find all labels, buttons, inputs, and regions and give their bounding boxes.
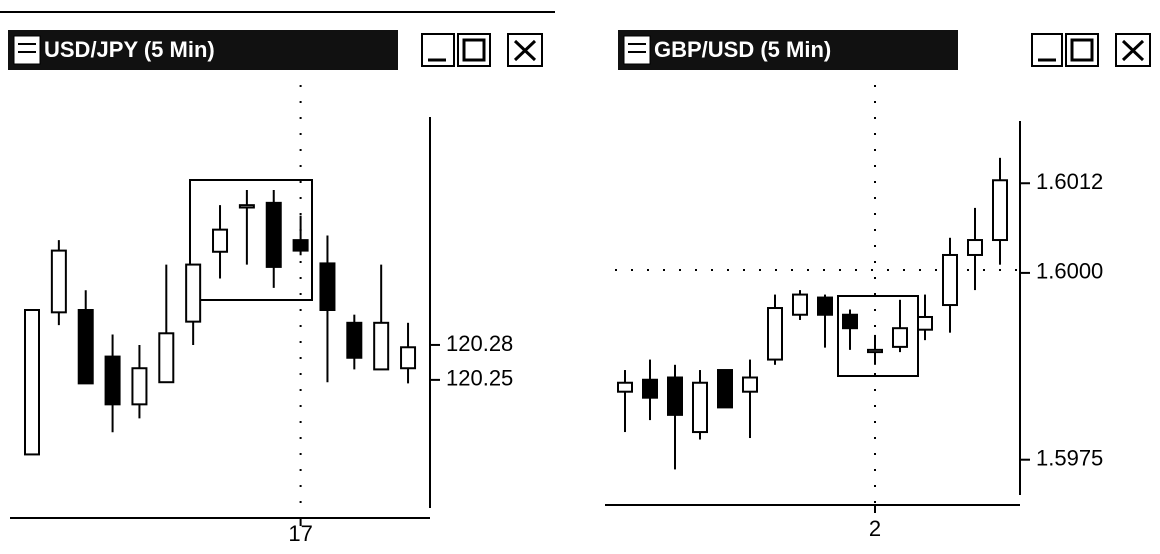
highlight-box (189, 179, 313, 301)
window-title: GBP/USD (5 Min) (654, 37, 831, 62)
y-tick-label: 1.6012 (1036, 169, 1103, 194)
x-tick-label: 17 (288, 521, 312, 546)
candle-body (842, 313, 858, 330)
candle-body (742, 376, 758, 393)
x-tick-label: 2 (869, 516, 881, 541)
candle-body (792, 293, 808, 316)
candle-body (319, 262, 336, 312)
close-button[interactable] (1115, 33, 1151, 67)
y-tick-label: 120.28 (446, 331, 513, 356)
candle-body (692, 381, 708, 434)
candle-body (717, 369, 733, 409)
candle-body (50, 249, 67, 314)
y-tick-label: 120.25 (446, 366, 513, 391)
window-icon (623, 35, 651, 65)
candle-body (667, 376, 683, 416)
candle-body (767, 307, 783, 361)
candle-body (373, 321, 390, 371)
y-tick-label: 1.6000 (1036, 259, 1103, 284)
candle-body (817, 296, 833, 316)
y-tick-label: 1.5975 (1036, 446, 1103, 471)
title-bar (8, 30, 398, 70)
candle-body (77, 309, 94, 385)
close-button[interactable] (507, 33, 543, 67)
candle-body (942, 253, 958, 307)
candle-body (238, 204, 255, 209)
candle-body (104, 355, 121, 406)
candle-body (292, 239, 309, 252)
highlight-box (837, 295, 919, 377)
candle-body (967, 239, 983, 256)
candle-body (131, 367, 148, 406)
candle-body (867, 348, 883, 354)
minimize-button[interactable] (1031, 33, 1063, 67)
maximize-button[interactable] (457, 33, 491, 67)
title-bar (618, 30, 958, 70)
candle-body (617, 381, 633, 393)
candle-body (642, 378, 658, 399)
candle-body (917, 315, 933, 331)
candle-body (24, 309, 40, 456)
minimize-button[interactable] (421, 33, 455, 67)
candle-body (400, 346, 417, 370)
candle-body (158, 332, 175, 384)
candle-body (212, 228, 229, 253)
candle-body (892, 327, 908, 348)
candle-body (346, 321, 363, 359)
candle-body (185, 263, 202, 323)
window-icon (13, 35, 41, 65)
window-title: USD/JPY (5 Min) (44, 37, 215, 62)
candle-body (992, 179, 1008, 242)
candle-body (265, 201, 282, 268)
maximize-button[interactable] (1065, 33, 1099, 67)
